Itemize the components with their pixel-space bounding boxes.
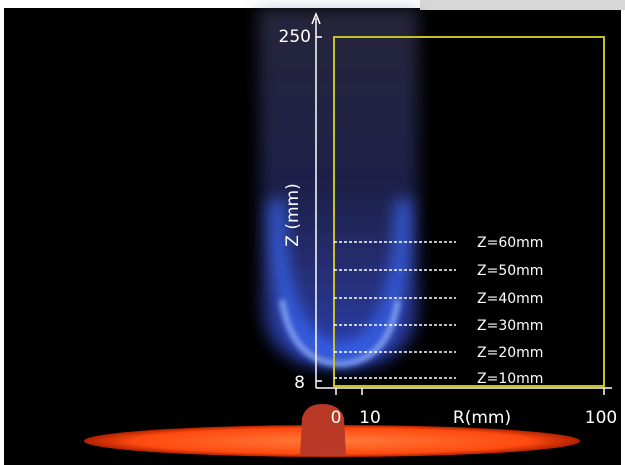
measurement-label: Z=40mm: [477, 291, 543, 307]
z-axis-label: Z (mm): [283, 183, 303, 246]
r-tick-label: 100: [585, 408, 617, 428]
measurement-label: Z=60mm: [477, 235, 543, 251]
top-bar: [420, 0, 625, 10]
measurement-label: Z=50mm: [477, 263, 543, 279]
r-tick-label: 10: [359, 408, 381, 428]
r-axis-label: R(mm): [453, 408, 511, 428]
figure: 250 8 0 10 100 R(mm) Z (mm) Z=60mm Z=50mm…: [0, 0, 625, 465]
z-tick-label: 8: [294, 373, 305, 393]
measurement-label: Z=10mm: [477, 371, 543, 387]
measurement-label: Z=30mm: [477, 318, 543, 334]
page: 250 8 0 10 100 R(mm) Z (mm) Z=60mm Z=50mm…: [0, 0, 625, 465]
flame: [258, 8, 418, 368]
measurement-label: Z=20mm: [477, 345, 543, 361]
r-tick-label: 0: [331, 408, 342, 428]
z-tick-label: 250: [279, 27, 311, 47]
